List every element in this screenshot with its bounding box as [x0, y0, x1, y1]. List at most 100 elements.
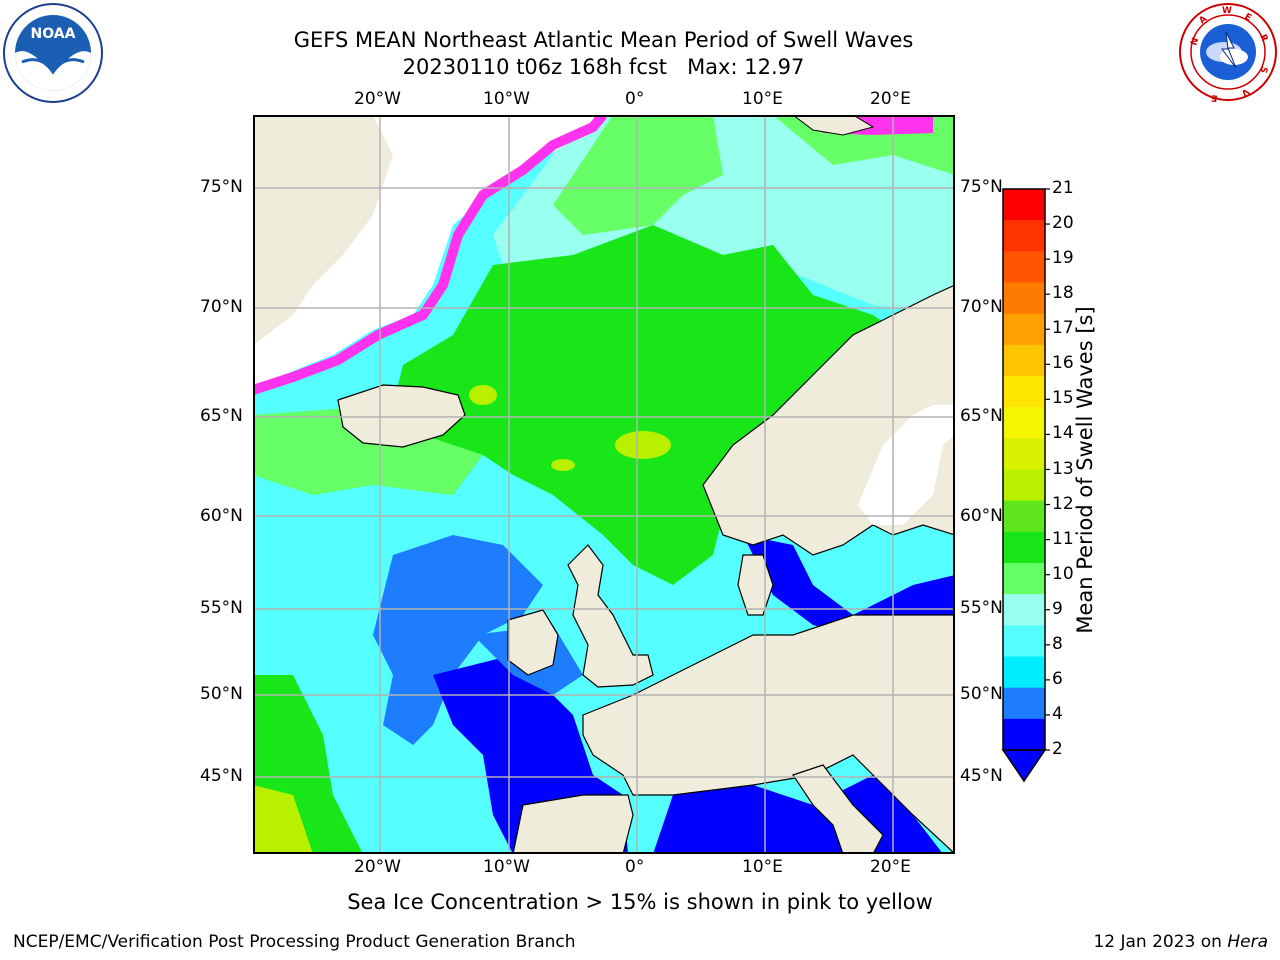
colorbar-tick-label: 2 [1052, 739, 1063, 759]
colorbar-segment [1003, 687, 1045, 720]
lat-label-left-75n: 75°N [200, 177, 243, 197]
lat-label-right-70n: 70°N [960, 297, 1003, 317]
colorbar-tick-label: 6 [1052, 668, 1063, 689]
field-yellow-southwest [253, 785, 313, 854]
land-italy [792, 764, 884, 854]
colorbar-segment [1003, 220, 1045, 252]
lat-label-left-55n: 55°N [200, 598, 243, 618]
svg-text:E: E [1243, 12, 1253, 24]
land-great-britain [567, 544, 654, 688]
lon-label-top-10w: 10°W [483, 89, 530, 109]
colorbar-tick-label: 10 [1052, 563, 1074, 584]
colorbar-segment [1003, 625, 1045, 657]
colorbar-segment [1003, 251, 1045, 283]
lat-label-left-70n: 70°N [200, 297, 243, 317]
colorbar-segment [1003, 469, 1045, 502]
colorbar-tick-label: 11 [1052, 528, 1074, 549]
colorbar-segment [1003, 563, 1045, 595]
colorbar-tick-label: 12 [1052, 493, 1074, 514]
colorbar-label: Mean Period of Swell Waves [s] [1073, 306, 1097, 634]
field-green-west [253, 405, 483, 495]
field-max-area-2 [469, 385, 497, 405]
svg-text:R: R [1257, 33, 1269, 44]
noaa-logo-text: NOAA [31, 26, 76, 42]
colorbar-segment [1003, 500, 1045, 533]
map-panel [253, 115, 955, 854]
land-greenland [253, 115, 393, 345]
lon-label-bottom-20e: 20°E [870, 857, 911, 877]
svg-text:V: V [1239, 86, 1251, 98]
footer-date-text: 12 Jan 2023 on [1093, 932, 1228, 952]
field-max-area [615, 431, 671, 459]
svg-text:A: A [1198, 14, 1210, 26]
lat-label-left-60n: 60°N [200, 506, 243, 526]
lat-label-right-65n: 65°N [960, 406, 1003, 426]
lon-label-bottom-10e: 10°E [742, 857, 783, 877]
colorbar-tick-label: 4 [1052, 703, 1063, 724]
colorbar-tick-label: 14 [1052, 423, 1074, 444]
lat-label-left-65n: 65°N [200, 406, 243, 426]
lat-label-right-75n: 75°N [960, 177, 1003, 197]
field-green-core [393, 225, 955, 585]
colorbar-tick-label: 16 [1052, 353, 1074, 374]
chart-subtitle: 20230110 t06z 168h fcst Max: 12.97 [402, 55, 805, 79]
colorbar-segment [1003, 594, 1045, 626]
colorbar-tick-label: 15 [1052, 388, 1074, 409]
colorbar-segment [1003, 376, 1045, 408]
lon-label-top-20e: 20°E [870, 89, 911, 109]
field-max-area-3 [551, 459, 575, 471]
footer-date: 12 Jan 2023 on Hera [1093, 932, 1268, 952]
svg-text:E: E [1211, 92, 1219, 102]
colorbar-segment [1003, 344, 1045, 377]
lon-label-top-0: 0° [625, 89, 645, 109]
colorbar-segment [1003, 718, 1045, 751]
svg-text:N: N [1189, 37, 1201, 48]
lat-label-left-45n: 45°N [200, 766, 243, 786]
lat-label-right-50n: 50°N [960, 684, 1003, 704]
lat-label-left-50n: 50°N [200, 684, 243, 704]
colorbar-tick-label: 21 [1052, 178, 1074, 198]
colorbar-segment [1003, 438, 1045, 470]
colorbar-segment [1003, 313, 1045, 346]
colorbar-segment [1003, 531, 1045, 564]
colorbar [1001, 188, 1050, 783]
land-svalbard [792, 115, 875, 136]
field-blue-midatlantic [373, 535, 543, 745]
colorbar-extend-triangle [1001, 749, 1047, 783]
colorbar-segment [1003, 656, 1045, 689]
colorbar-segment [1003, 282, 1045, 315]
colorbar-tick-label: 19 [1052, 248, 1074, 269]
lon-label-bottom-20w: 20°W [354, 857, 401, 877]
colorbar-tick-label: 13 [1052, 458, 1074, 479]
field-green-north [553, 115, 723, 235]
colorbar-tick-label: 9 [1052, 598, 1063, 619]
lon-label-top-10e: 10°E [742, 89, 783, 109]
colorbar-tick-label: 20 [1052, 213, 1074, 234]
sea-ice-caption: Sea Ice Concentration > 15% is shown in … [347, 890, 933, 914]
land-iberia [512, 794, 634, 854]
land-ireland [507, 609, 559, 676]
land-gulf-of-bothnia [858, 405, 955, 525]
sea-ice-edge [253, 115, 607, 395]
colorbar-segment [1003, 189, 1045, 221]
chart-title: GEFS MEAN Northeast Atlantic Mean Period… [293, 28, 914, 52]
lon-label-bottom-0: 0° [625, 857, 645, 877]
lat-label-right-60n: 60°N [960, 506, 1003, 526]
lon-label-bottom-10w: 10°W [483, 857, 530, 877]
colorbar-tick-label: 8 [1052, 633, 1063, 654]
svg-text:W: W [1222, 6, 1232, 16]
noaa-logo-icon: NOAA [3, 3, 103, 103]
land-iceland [337, 384, 466, 448]
colorbar-segment [1003, 407, 1045, 439]
colorbar-segments [1003, 189, 1045, 751]
map-border [253, 115, 955, 854]
colorbar-tick-label: 18 [1052, 283, 1074, 304]
colorbar-tick-marks [1045, 188, 1050, 751]
svg-text:S: S [1257, 65, 1268, 74]
lat-label-right-45n: 45°N [960, 766, 1003, 786]
nws-logo-icon: N A W E R S V E [1179, 3, 1277, 102]
lat-label-right-55n: 55°N [960, 598, 1003, 618]
colorbar-tick-label: 17 [1052, 318, 1074, 339]
footer-credit: NCEP/EMC/Verification Post Processing Pr… [13, 932, 576, 952]
graticule [253, 115, 955, 854]
